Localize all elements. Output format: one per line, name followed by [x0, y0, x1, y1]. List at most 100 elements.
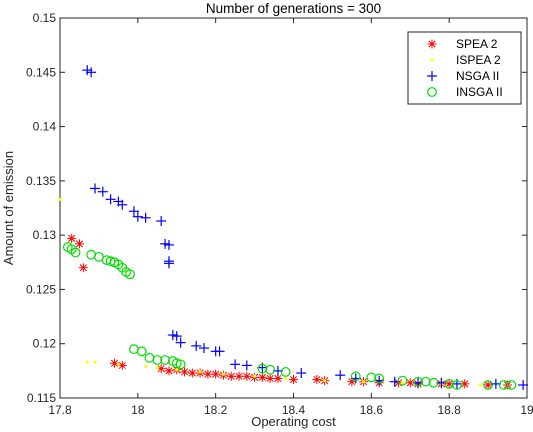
data-point	[171, 331, 182, 342]
data-point	[518, 379, 529, 390]
legend-item: ISPEA 2	[430, 53, 501, 67]
data-point	[125, 269, 135, 280]
series-insga-ii	[62, 242, 517, 390]
data-point	[78, 263, 88, 273]
data-point	[312, 375, 322, 385]
y-tick-label: 0.145	[26, 65, 56, 79]
data-point	[93, 360, 97, 364]
data-point	[478, 383, 482, 387]
data-point	[234, 371, 244, 381]
legend-item: INSGA II	[427, 85, 503, 99]
data-point	[444, 379, 454, 389]
data-point	[397, 375, 408, 386]
data-point	[428, 377, 439, 388]
x-tick-label: 18.4	[282, 403, 306, 417]
data-point	[284, 376, 288, 381]
legend: SPEA 2 ISPEA 2 NSGA II INSGA II	[407, 31, 522, 105]
legend-label: NSGA II	[456, 69, 499, 83]
data-point	[86, 67, 97, 78]
y-tick-label: 0.135	[26, 174, 56, 188]
data-point	[152, 355, 163, 365]
legend-item: SPEA 2	[427, 37, 498, 51]
legend-item: NSGA II	[427, 69, 499, 83]
data-point	[400, 381, 405, 385]
data-point	[67, 233, 77, 243]
legend-label: ISPEA 2	[456, 53, 501, 67]
data-point	[323, 379, 327, 383]
data-point	[117, 199, 128, 210]
data-point	[155, 366, 159, 370]
x-tick-label: 18.8	[437, 403, 461, 417]
data-point	[280, 367, 291, 377]
x-axis-label: Operating cost	[251, 414, 336, 429]
data-point	[132, 211, 143, 222]
data-point	[335, 370, 346, 381]
data-point	[257, 363, 268, 374]
x-tick-label: 18.2	[204, 403, 228, 417]
y-tick-label: 0.13	[33, 228, 57, 242]
data-point	[70, 247, 81, 258]
data-point	[211, 369, 221, 379]
data-point	[144, 364, 148, 369]
legend-marker	[427, 87, 437, 97]
y-tick-label: 0.12	[33, 337, 57, 351]
legend-label: SPEA 2	[456, 37, 498, 51]
y-axis-label: Amount of emission	[1, 151, 16, 265]
data-point	[226, 371, 236, 381]
data-point	[366, 372, 377, 383]
data-point	[420, 376, 431, 387]
data-point	[350, 371, 361, 382]
data-point	[241, 360, 252, 371]
data-point	[296, 368, 307, 379]
data-point	[175, 368, 179, 372]
data-point	[498, 380, 509, 390]
data-point	[156, 216, 167, 227]
data-point	[203, 369, 213, 379]
data-point	[90, 183, 101, 194]
data-point	[105, 194, 116, 205]
data-point	[444, 378, 455, 389]
data-point	[160, 355, 170, 365]
data-point	[140, 212, 151, 223]
data-point	[374, 373, 385, 384]
data-point	[180, 367, 190, 377]
data-point	[85, 360, 89, 364]
data-point	[191, 340, 202, 351]
y-tick-label: 0.125	[26, 282, 56, 296]
legend-box	[407, 31, 522, 105]
data-point	[265, 364, 276, 375]
data-point	[452, 380, 462, 390]
data-point	[128, 206, 139, 217]
y-tick-label: 0.14	[33, 120, 57, 134]
data-point	[413, 376, 423, 387]
data-point	[116, 362, 120, 366]
y-tick-label: 0.115	[27, 391, 56, 405]
data-point	[252, 374, 257, 378]
data-point	[257, 372, 267, 382]
legend-marker	[427, 71, 437, 81]
legend-marker	[427, 39, 437, 49]
data-point	[74, 239, 84, 249]
data-point	[175, 337, 186, 348]
data-point	[242, 371, 252, 381]
data-point	[230, 359, 241, 370]
series-spea-2	[67, 233, 513, 390]
data-point	[483, 380, 493, 390]
data-point	[171, 358, 182, 369]
data-point	[163, 239, 174, 250]
x-tick-label: 18	[131, 403, 145, 417]
data-point	[97, 186, 108, 197]
x-tick-label: 17.8	[48, 403, 72, 417]
x-tick-label: 18.6	[360, 403, 384, 417]
data-point	[164, 366, 174, 376]
data-point	[175, 359, 186, 370]
data-point	[289, 375, 298, 385]
data-series	[58, 65, 529, 390]
data-point	[136, 346, 147, 357]
data-point	[361, 380, 366, 384]
data-point	[58, 197, 62, 201]
data-point	[198, 370, 202, 374]
data-point	[506, 380, 517, 390]
x-tick-label: 19	[520, 403, 533, 417]
